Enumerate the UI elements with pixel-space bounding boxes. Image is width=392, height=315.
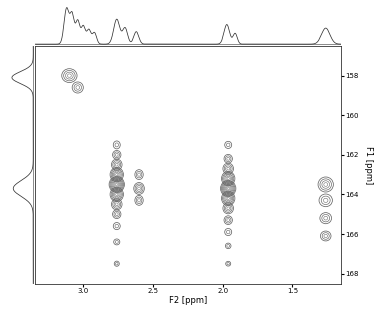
Y-axis label: F1 [ppm]: F1 [ppm]: [364, 146, 373, 184]
X-axis label: F2 [ppm]: F2 [ppm]: [169, 296, 207, 306]
